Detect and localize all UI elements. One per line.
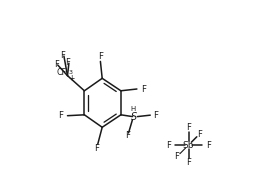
Text: F: F <box>186 123 191 132</box>
Text: S: S <box>131 112 137 122</box>
Text: F: F <box>94 144 99 153</box>
Text: F: F <box>153 111 158 120</box>
Text: F: F <box>174 152 179 161</box>
Text: F: F <box>186 158 191 167</box>
Text: +: + <box>68 74 74 83</box>
Text: F: F <box>98 53 103 61</box>
Text: F: F <box>61 51 66 60</box>
Text: F: F <box>125 131 130 140</box>
Text: H: H <box>131 106 136 112</box>
Text: F: F <box>206 141 211 150</box>
Text: F: F <box>141 85 146 93</box>
Text: CF: CF <box>57 69 67 77</box>
Text: F: F <box>59 111 63 120</box>
Text: Sb: Sb <box>183 141 194 150</box>
Text: F: F <box>166 141 171 150</box>
Text: F: F <box>65 58 70 67</box>
Text: F: F <box>54 60 59 69</box>
Text: F: F <box>197 130 202 139</box>
Text: 3: 3 <box>69 70 72 75</box>
